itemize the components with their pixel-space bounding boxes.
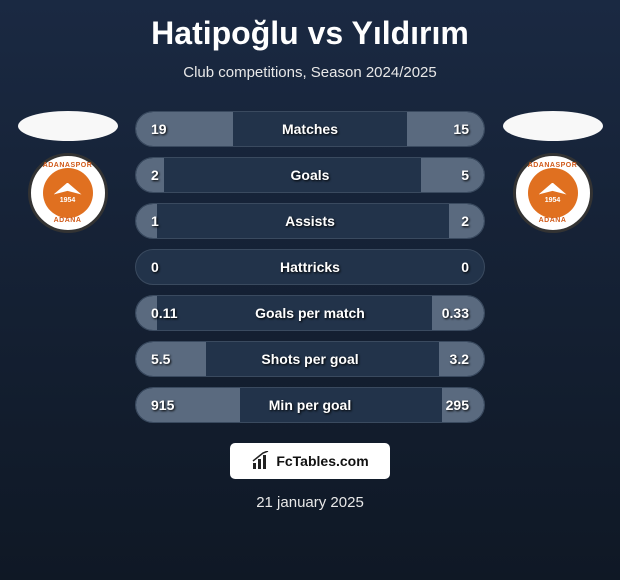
player-silhouette-left bbox=[18, 111, 118, 141]
stat-row: 19 15 Matches bbox=[135, 111, 485, 147]
player-left-col: ADANASPOR 1954 ADANA bbox=[15, 111, 120, 233]
badge-year: 1954 bbox=[60, 197, 76, 204]
subtitle: Club competitions, Season 2024/2025 bbox=[183, 64, 437, 81]
badge-center: 1954 bbox=[43, 168, 93, 218]
stat-row: 915 295 Min per goal bbox=[135, 387, 485, 423]
player-right-col: ADANASPOR 1954 ADANA bbox=[500, 111, 605, 233]
badge-center: 1954 bbox=[528, 168, 578, 218]
stat-left-value: 915 bbox=[151, 397, 174, 413]
content-row: ADANASPOR 1954 ADANA 1915Matches25Goals1… bbox=[0, 111, 620, 423]
bar-left-fill bbox=[136, 342, 206, 376]
stat-row: 0.11 0.33 Goals per match bbox=[135, 295, 485, 331]
stat-right-value: 15 bbox=[453, 121, 469, 137]
bar-right-fill bbox=[421, 158, 484, 192]
stat-label: Hattricks bbox=[280, 259, 340, 275]
stat-label: Min per goal bbox=[269, 397, 351, 413]
player-silhouette-right bbox=[503, 111, 603, 141]
badge-bottom-text: ADANA bbox=[54, 217, 82, 224]
stat-row: 5.5 3.2 Shots per goal bbox=[135, 341, 485, 377]
bar-right-fill bbox=[407, 112, 484, 146]
badge-year: 1954 bbox=[545, 197, 561, 204]
stat-left-value: 19 bbox=[151, 121, 167, 137]
stat-right-value: 5 bbox=[461, 167, 469, 183]
page-title: Hatipoğlu vs Yıldırım bbox=[151, 15, 469, 52]
footer-site-badge[interactable]: FcTables.com bbox=[230, 443, 390, 479]
stat-label: Goals bbox=[291, 167, 330, 183]
chart-icon bbox=[251, 451, 271, 471]
stat-label: Assists bbox=[285, 213, 335, 229]
footer-date: 21 january 2025 bbox=[256, 494, 364, 511]
club-badge-left: ADANASPOR 1954 ADANA bbox=[28, 153, 108, 233]
footer-site-text: FcTables.com bbox=[276, 453, 368, 469]
stat-left-value: 1 bbox=[151, 213, 159, 229]
badge-top-text: ADANASPOR bbox=[43, 162, 93, 169]
stat-left-value: 0.11 bbox=[151, 305, 177, 321]
stat-right-value: 0 bbox=[461, 259, 469, 275]
stats-column: 19 15 Matches 2 5 Goals 1 2 Assists 0 0 Hattricks 0.… bbox=[135, 111, 485, 423]
stat-label: Matches bbox=[282, 121, 338, 137]
stat-row: 2 5 Goals bbox=[135, 157, 485, 193]
stat-left-value: 5.5 bbox=[151, 351, 170, 367]
club-badge-right: ADANASPOR 1954 ADANA bbox=[513, 153, 593, 233]
stat-row: 1 2 Assists bbox=[135, 203, 485, 239]
stat-left-value: 2 bbox=[151, 167, 159, 183]
badge-top-text: ADANASPOR bbox=[528, 162, 578, 169]
bar-left-fill bbox=[136, 158, 164, 192]
stat-right-value: 0.33 bbox=[442, 305, 469, 321]
stat-row: 0 0 Hattricks bbox=[135, 249, 485, 285]
stat-left-value: 0 bbox=[151, 259, 159, 275]
infographic-container: Hatipoğlu vs Yıldırım Club competitions,… bbox=[0, 0, 620, 580]
badge-bottom-text: ADANA bbox=[539, 217, 567, 224]
stat-right-value: 295 bbox=[446, 397, 469, 413]
bird-icon bbox=[539, 183, 567, 195]
stat-label: Goals per match bbox=[255, 305, 365, 321]
stat-right-value: 3.2 bbox=[450, 351, 469, 367]
stat-right-value: 2 bbox=[461, 213, 469, 229]
stat-label: Shots per goal bbox=[261, 351, 358, 367]
bird-icon bbox=[54, 183, 82, 195]
